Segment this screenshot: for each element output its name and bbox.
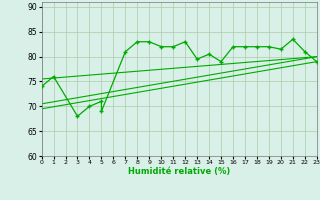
X-axis label: Humidité relative (%): Humidité relative (%) (128, 167, 230, 176)
